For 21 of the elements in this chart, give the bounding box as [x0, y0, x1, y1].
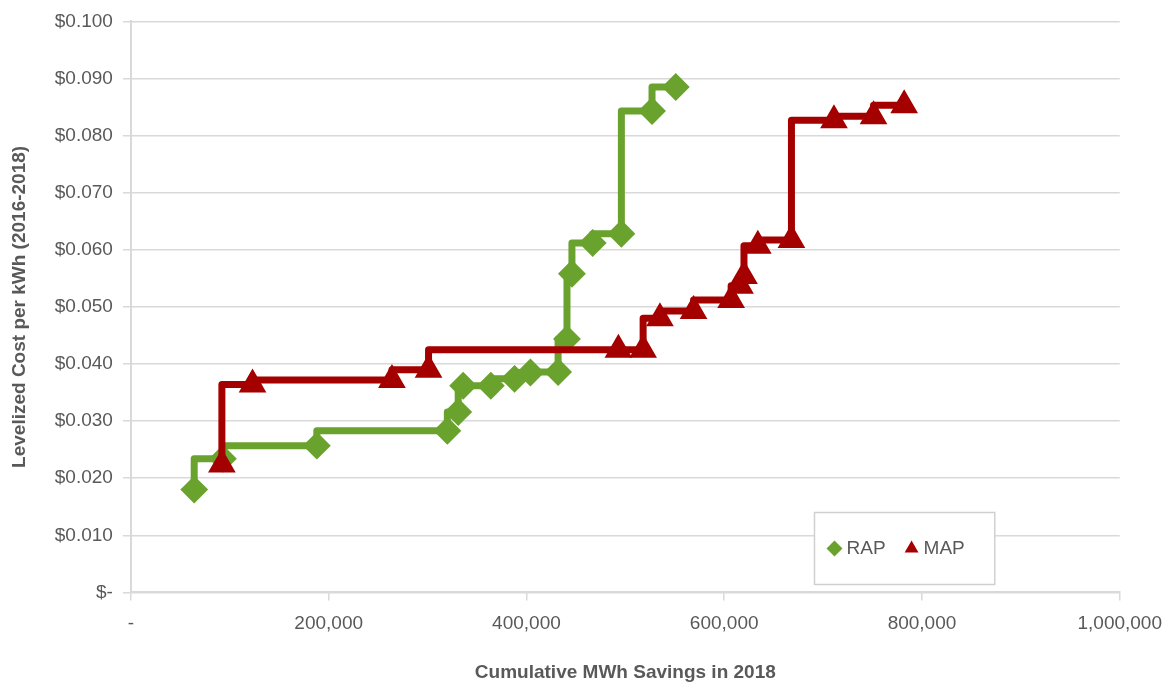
x-tick-label: 600,000 — [689, 612, 759, 634]
y-tick-label: $0.030 — [54, 409, 113, 431]
x-tick-label: 400,000 — [492, 612, 561, 634]
y-tick-label: $0.010 — [54, 523, 113, 545]
legend-label: MAP — [923, 536, 965, 558]
x-tick-label: - — [127, 612, 135, 634]
y-tick-label: $- — [96, 580, 113, 602]
y-tick-label: $0.080 — [54, 123, 113, 145]
y-axis-title: Levelized Cost per kWh (2016-2018) — [7, 145, 29, 468]
y-tick-label: $0.100 — [54, 9, 113, 31]
y-tick-label: $0.090 — [54, 66, 113, 88]
x-axis-title: Cumulative MWh Savings in 2018 — [474, 660, 776, 682]
y-tick-label: $0.020 — [54, 466, 113, 488]
x-tick-label: 200,000 — [294, 612, 364, 634]
legend-label: RAP — [846, 536, 886, 558]
y-tick-label: $0.050 — [54, 295, 113, 317]
x-tick-label: 1,000,000 — [1077, 612, 1162, 634]
x-tick-label: 800,000 — [887, 612, 957, 634]
y-tick-label: $0.040 — [54, 352, 113, 374]
y-tick-label: $0.070 — [54, 180, 113, 202]
y-tick-label: $0.060 — [54, 238, 113, 260]
